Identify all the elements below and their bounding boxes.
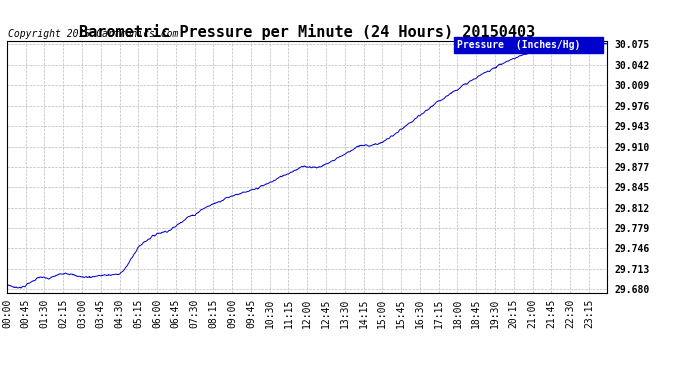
Title: Barometric Pressure per Minute (24 Hours) 20150403: Barometric Pressure per Minute (24 Hours…	[79, 24, 535, 40]
Text: Pressure  (Inches/Hg): Pressure (Inches/Hg)	[457, 40, 580, 50]
FancyBboxPatch shape	[454, 38, 603, 52]
Text: Copyright 2015 Cartronics.com: Copyright 2015 Cartronics.com	[8, 29, 178, 39]
